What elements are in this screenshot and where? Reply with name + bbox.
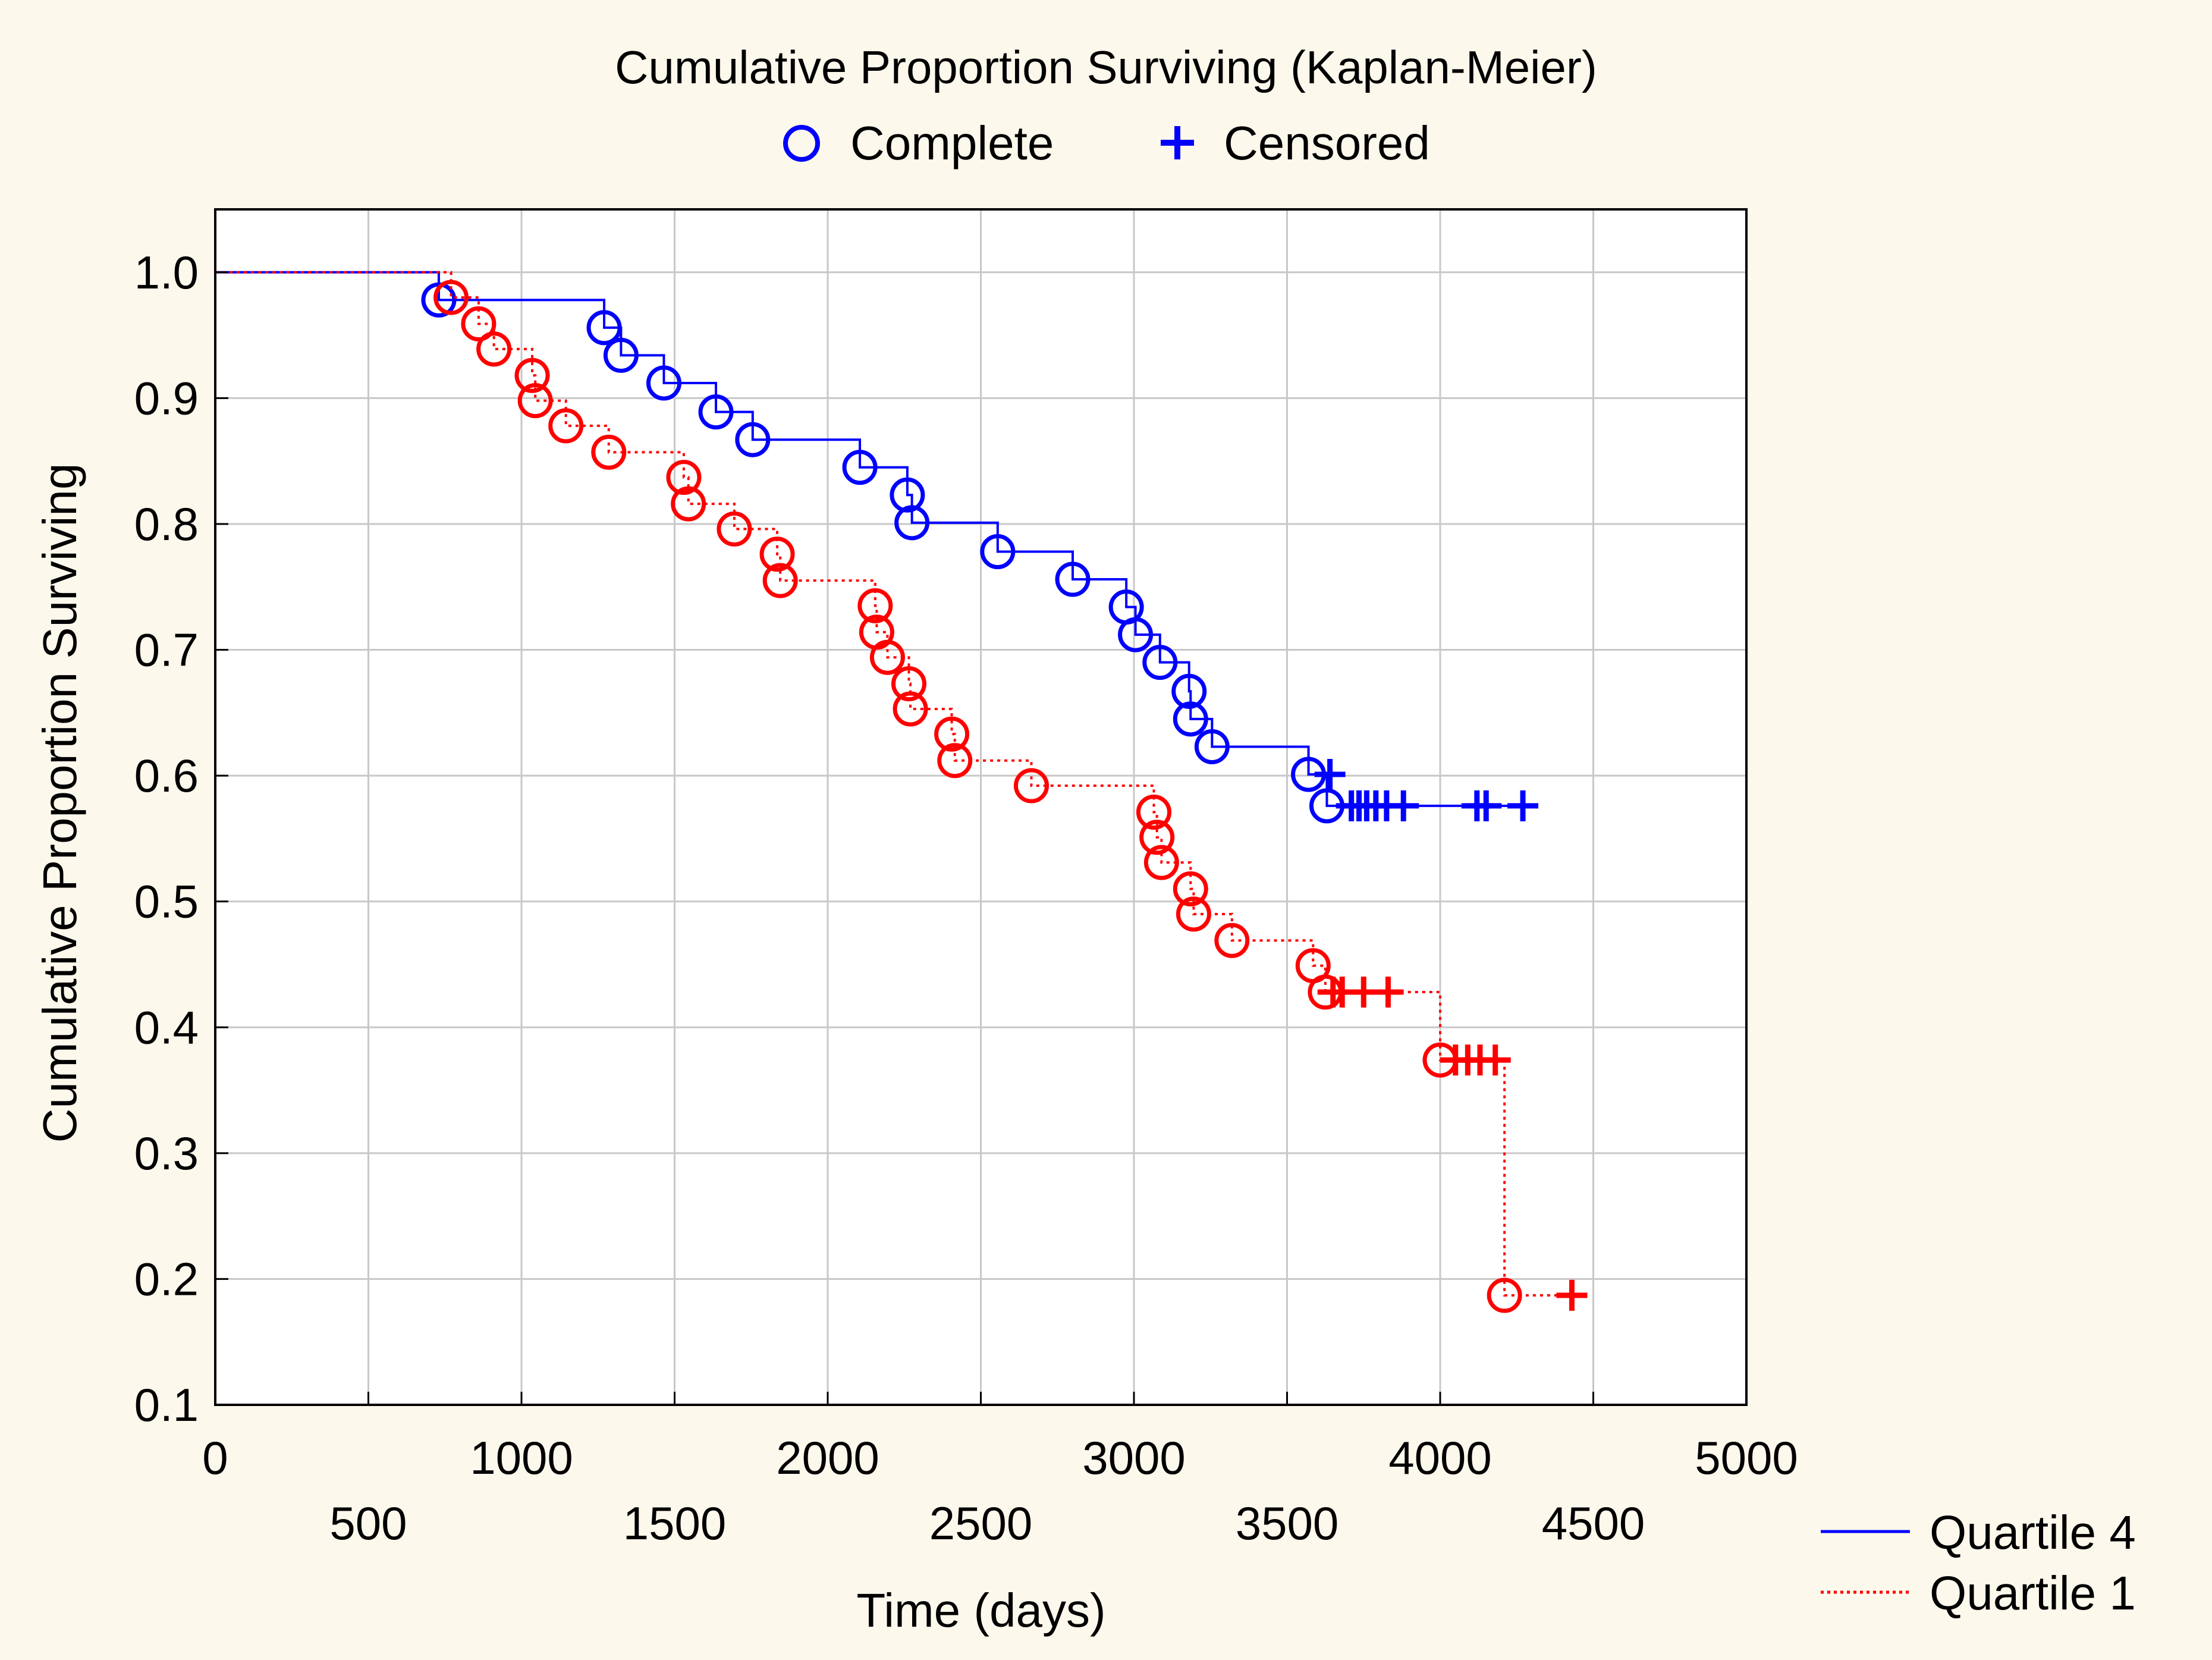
quartile-1-complete-point [1173, 871, 1208, 907]
quartile-4-complete-point [735, 422, 771, 457]
quartile-4-censored-point [1314, 758, 1346, 790]
quartile-4-complete-point [586, 310, 622, 346]
legend-quartile4-label: Quartile 4 [1930, 1506, 2136, 1559]
quartile-1-complete-point [759, 536, 795, 572]
quartile-1-censored-point [1479, 1044, 1511, 1076]
quartile-4-complete-point [842, 450, 878, 485]
complete-marker-icon [783, 125, 820, 162]
quartile-4-complete-point [1055, 561, 1091, 597]
quartile-1-complete-point [666, 460, 702, 495]
y-tick-label: 0.3 [134, 1127, 199, 1179]
quartile-4-complete-point [421, 282, 457, 318]
legend-quartile1-label: Quartile 1 [1930, 1567, 2136, 1620]
x-tick-label: 1000 [470, 1432, 573, 1484]
y-tick-label: 0.7 [134, 624, 199, 676]
x-tick-label: 1500 [623, 1497, 727, 1549]
series-legend: Quartile 4 Quartile 1 [1821, 1506, 2136, 1620]
x-tick-label: 5000 [1695, 1432, 1798, 1484]
quartile-4-censored-point [1471, 790, 1502, 821]
x-tick-label: 2000 [776, 1432, 879, 1484]
y-tick-label: 0.1 [134, 1379, 199, 1431]
quartile-4-complete-point [1194, 729, 1230, 764]
quartile-1-complete-point [1013, 768, 1049, 804]
x-tick-label: 500 [329, 1497, 407, 1549]
y-tick-label: 0.8 [134, 498, 199, 550]
quartile-1-complete-point [517, 383, 553, 419]
grid-lines [215, 209, 1746, 1405]
y-tick-label: 0.2 [134, 1253, 199, 1305]
legend-complete-label: Complete [850, 117, 1054, 170]
quartile-4-censored-point [1388, 790, 1419, 821]
x-tick-label: 3500 [1236, 1497, 1339, 1549]
quartile-1-complete-point [762, 563, 798, 598]
quartile-4-complete-point [1142, 645, 1178, 680]
quartile-4-complete-point [1118, 617, 1154, 652]
quartile-1-censored-point [1372, 977, 1404, 1008]
quartile-1-complete-point [891, 666, 926, 702]
y-tick-label: 0.4 [134, 1001, 199, 1053]
quartile-4-complete-point [1171, 673, 1207, 709]
quartile-1-complete-point [1136, 794, 1171, 830]
y-tick-label: 0.9 [134, 372, 199, 424]
y-tick-label: 0.6 [134, 749, 199, 802]
legend-censored-label: Censored [1224, 117, 1430, 170]
x-tick-label: 4000 [1388, 1432, 1492, 1484]
quartile-1-complete-point [1214, 922, 1250, 958]
top-legend: Complete Censored [783, 117, 1430, 170]
quartile-1-complete-point [1176, 896, 1211, 932]
quartile-4-complete-point [1173, 701, 1208, 737]
x-tick-label: 0 [202, 1432, 228, 1484]
quartile-1-complete-point [476, 331, 512, 367]
series-layer [215, 271, 1588, 1313]
quartile-4-complete-point [890, 477, 925, 513]
quartile-1-complete-point [869, 639, 905, 675]
quartile-1-complete-point [433, 280, 469, 315]
quartile-4-censored-point [1507, 790, 1539, 821]
x-tick-label: 2500 [929, 1497, 1033, 1549]
quartile-4-complete-point [646, 365, 681, 401]
quartile-1-complete-point [893, 691, 928, 727]
quartile-4-complete-point [980, 534, 1016, 569]
y-tick-label: 1.0 [134, 246, 199, 299]
quartile-1-complete-point [461, 306, 497, 342]
quartile-1-complete-point [548, 408, 584, 444]
quartile-1-complete-point [934, 716, 970, 752]
quartile-1-complete-point [937, 743, 973, 779]
quartile-4-complete-point [894, 505, 930, 541]
x-axis-label: Time (days) [856, 1584, 1105, 1637]
quartile-1-complete-point [857, 588, 893, 623]
quartile-4-complete-point [698, 394, 734, 430]
x-tick-label: 4500 [1542, 1497, 1645, 1549]
quartile-4-complete-point [603, 337, 639, 373]
x-tick-label: 3000 [1082, 1432, 1186, 1484]
y-axis-label: Cumulative Proportion Surviving [33, 463, 86, 1143]
quartile-1-complete-point [591, 434, 627, 470]
chart-title: Cumulative Proportion Surviving (Kaplan-… [615, 41, 1597, 93]
quartile-1-complete-point [514, 357, 550, 393]
quartile-1-complete-point [1487, 1278, 1522, 1313]
quartile-1-complete-point [1143, 845, 1179, 880]
quartile-1-censored-point [1556, 1279, 1588, 1311]
axis-ticks: 1.0 0.9 0.8 0.7 0.6 0.5 0.4 0.3 0.2 0.10 1000 2000 3… [134, 246, 1798, 1549]
quartile-1-complete-point [717, 511, 752, 547]
quartile-1-complete-point [1139, 820, 1175, 855]
quartile-1-complete-point [671, 486, 706, 522]
censored-marker-icon [1161, 126, 1194, 159]
y-tick-label: 0.5 [134, 875, 199, 928]
